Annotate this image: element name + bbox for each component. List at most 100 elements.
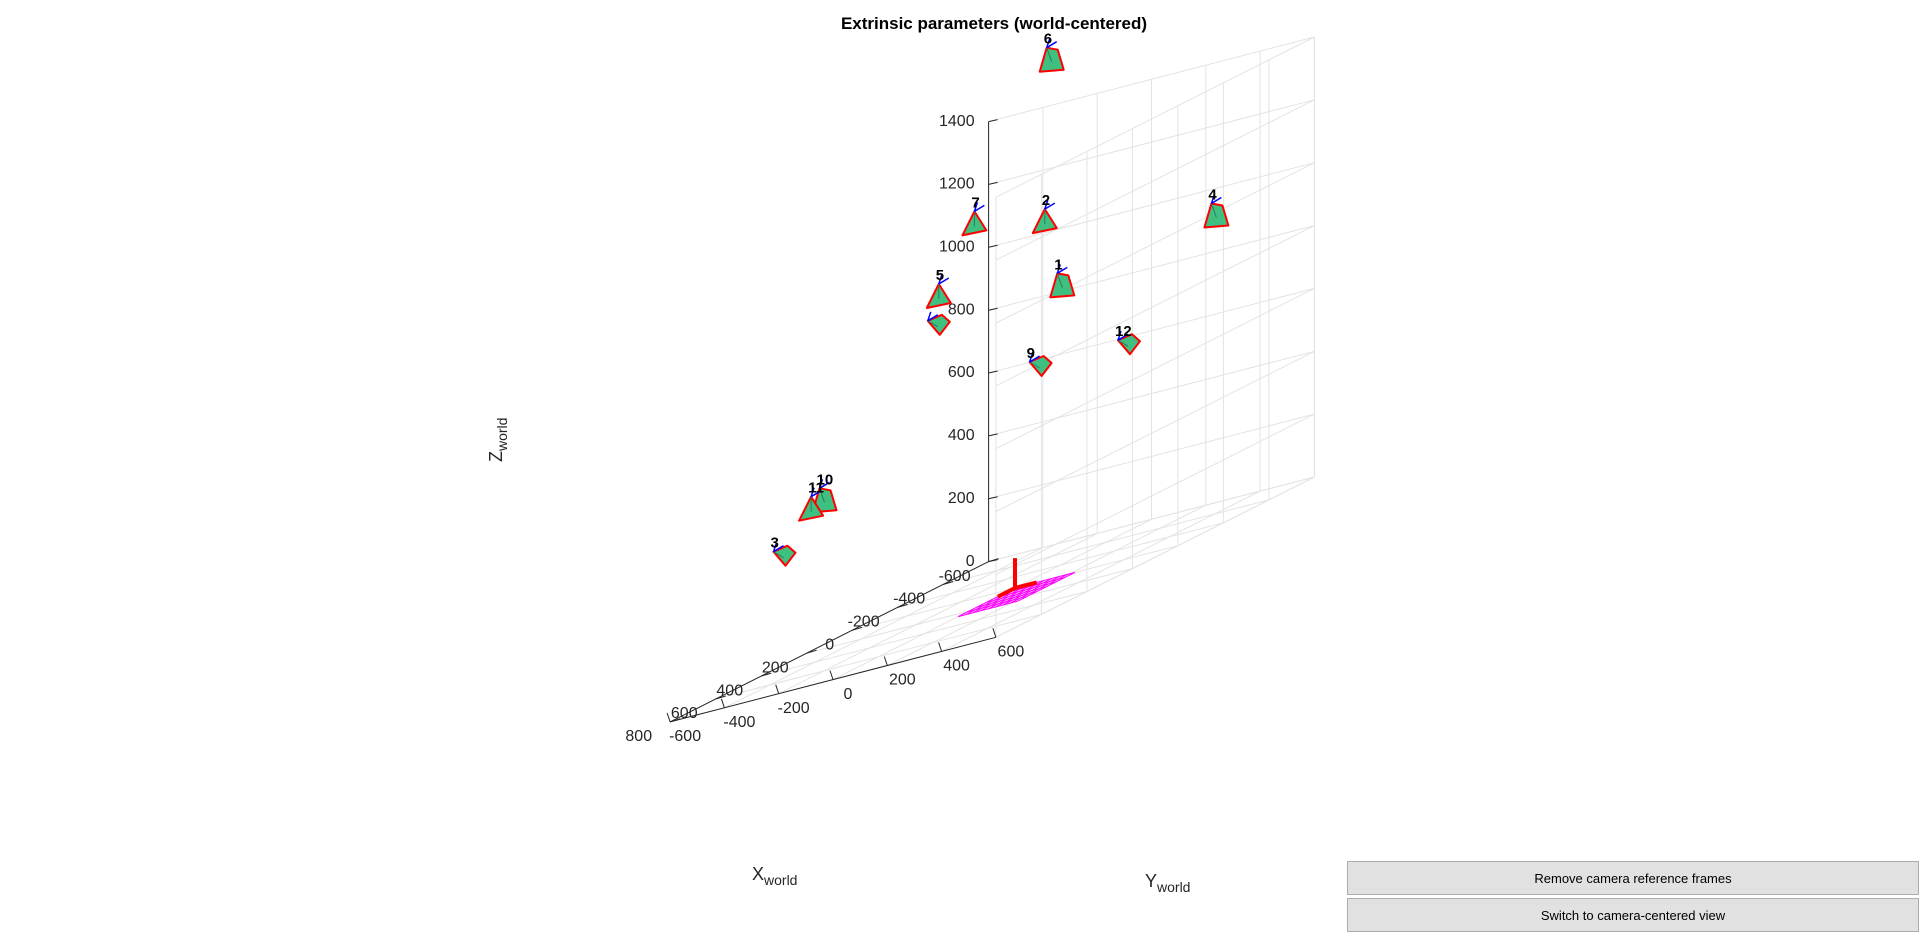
camera-marker: 12 <box>1115 323 1141 356</box>
y-tick-mark <box>775 684 780 694</box>
switch-camera-centered-view-button[interactable]: Switch to camera-centered view <box>1347 898 1919 932</box>
z-tick-mark <box>988 181 998 185</box>
pattern-grid-line <box>957 600 1019 618</box>
z-tick-mark <box>988 433 998 437</box>
camera-marker: 11 <box>798 480 825 522</box>
x-tick-label: 0 <box>825 637 834 654</box>
camera-label: 3 <box>771 535 779 552</box>
grid-line <box>988 99 1315 185</box>
z-tick-label: 1400 <box>939 113 975 130</box>
grid-lines <box>669 36 1315 723</box>
camera-marker: 9 <box>1027 345 1053 377</box>
z-tick-mark <box>988 307 998 311</box>
x-tick-mark <box>760 672 772 677</box>
world-x-axis <box>997 586 1016 599</box>
camera-edge <box>1029 361 1040 369</box>
x-tick-label: -400 <box>893 591 925 608</box>
camera-label: 5 <box>936 267 944 284</box>
camera-axis <box>974 204 985 213</box>
camera-marker: 5 <box>925 267 952 309</box>
grid-line <box>995 36 1315 198</box>
camera-axis <box>810 487 815 497</box>
grid-line <box>988 36 1315 123</box>
camera-axis <box>1046 41 1058 49</box>
camera-axis <box>1044 202 1056 210</box>
z-axis-letter: Z <box>486 451 506 462</box>
camera-body <box>1049 272 1076 299</box>
camera-marker: 7 <box>961 194 988 237</box>
camera-axis <box>773 545 784 553</box>
grid-line <box>995 350 1315 513</box>
pattern-grid-line <box>986 586 1047 603</box>
camera-body <box>772 544 797 567</box>
camera-marker: 3 <box>771 535 797 567</box>
camera-axis <box>1117 330 1122 341</box>
camera-marker: 1 <box>1049 256 1076 299</box>
camera-axis <box>1211 196 1222 205</box>
camera-edge <box>773 551 784 559</box>
z-tick-mark <box>988 370 998 374</box>
x-tick-mark <box>851 626 863 631</box>
x-axis-letter: X <box>752 864 764 884</box>
camera-axis <box>810 490 822 498</box>
grid-line <box>941 490 1261 652</box>
x-tick-mark <box>942 581 954 585</box>
camera-axis <box>1028 352 1034 363</box>
camera-axis <box>1056 266 1068 275</box>
x-axis-subscript: world <box>763 872 797 888</box>
z-tick-label: 600 <box>948 364 975 381</box>
pattern-grid-line <box>1005 576 1066 594</box>
camera-axis <box>927 311 932 322</box>
camera-body <box>926 313 951 336</box>
grid-line <box>995 99 1315 261</box>
y-tick-label: 400 <box>943 658 970 675</box>
grid-line <box>724 547 1044 709</box>
camera-label: 9 <box>1027 345 1035 362</box>
camera-body <box>1038 46 1065 73</box>
camera-axis <box>819 481 830 489</box>
camera-axis <box>1044 199 1049 210</box>
camera-axis <box>973 202 979 212</box>
world-y-axis <box>1014 580 1038 590</box>
x-tick-mark <box>715 695 726 700</box>
x-tick-label: 800 <box>625 728 652 745</box>
camera-axis <box>1056 264 1062 274</box>
camera-edge <box>1210 203 1217 218</box>
z-tick-mark <box>988 496 998 500</box>
x-tick-mark <box>669 718 681 723</box>
camera-marker: 6 <box>1038 31 1065 73</box>
camera-marker: 4 <box>1203 187 1230 229</box>
y-tick-mark <box>992 628 997 638</box>
camera-axis <box>1045 38 1051 48</box>
pattern-grid-line <box>967 595 1028 613</box>
camera-edge <box>1046 47 1053 62</box>
grid-line <box>988 350 1315 437</box>
camera-axis <box>772 542 778 552</box>
x-axis-line <box>669 561 989 723</box>
calibration-pattern <box>957 558 1075 618</box>
z-tick-mark <box>988 244 998 248</box>
camera-label: 1 <box>1054 256 1062 273</box>
grid-line <box>995 413 1315 575</box>
grid-line <box>995 225 1315 387</box>
camera-label: 6 <box>1044 31 1052 48</box>
y-tick-mark <box>720 698 725 708</box>
grid-line <box>995 162 1315 324</box>
remove-camera-frames-button[interactable]: Remove camera reference frames <box>1347 861 1919 895</box>
pattern-grid-line <box>976 591 1037 608</box>
y-tick-mark <box>666 712 671 723</box>
camera-body <box>1117 333 1141 356</box>
x-tick-mark <box>897 603 908 608</box>
y-tick-label: -400 <box>723 714 755 731</box>
x-tick-label: -600 <box>939 568 971 585</box>
camera-axis <box>818 479 824 489</box>
grid-line <box>995 287 1315 450</box>
pattern-grid-line <box>995 581 1056 598</box>
x-tick-label: 600 <box>671 705 698 722</box>
z-tick-label: 0 <box>966 553 975 570</box>
camera-axis <box>1210 194 1216 204</box>
camera-axis <box>927 314 939 322</box>
z-axis-subscript: world <box>494 418 510 452</box>
grid-line <box>778 532 1098 695</box>
